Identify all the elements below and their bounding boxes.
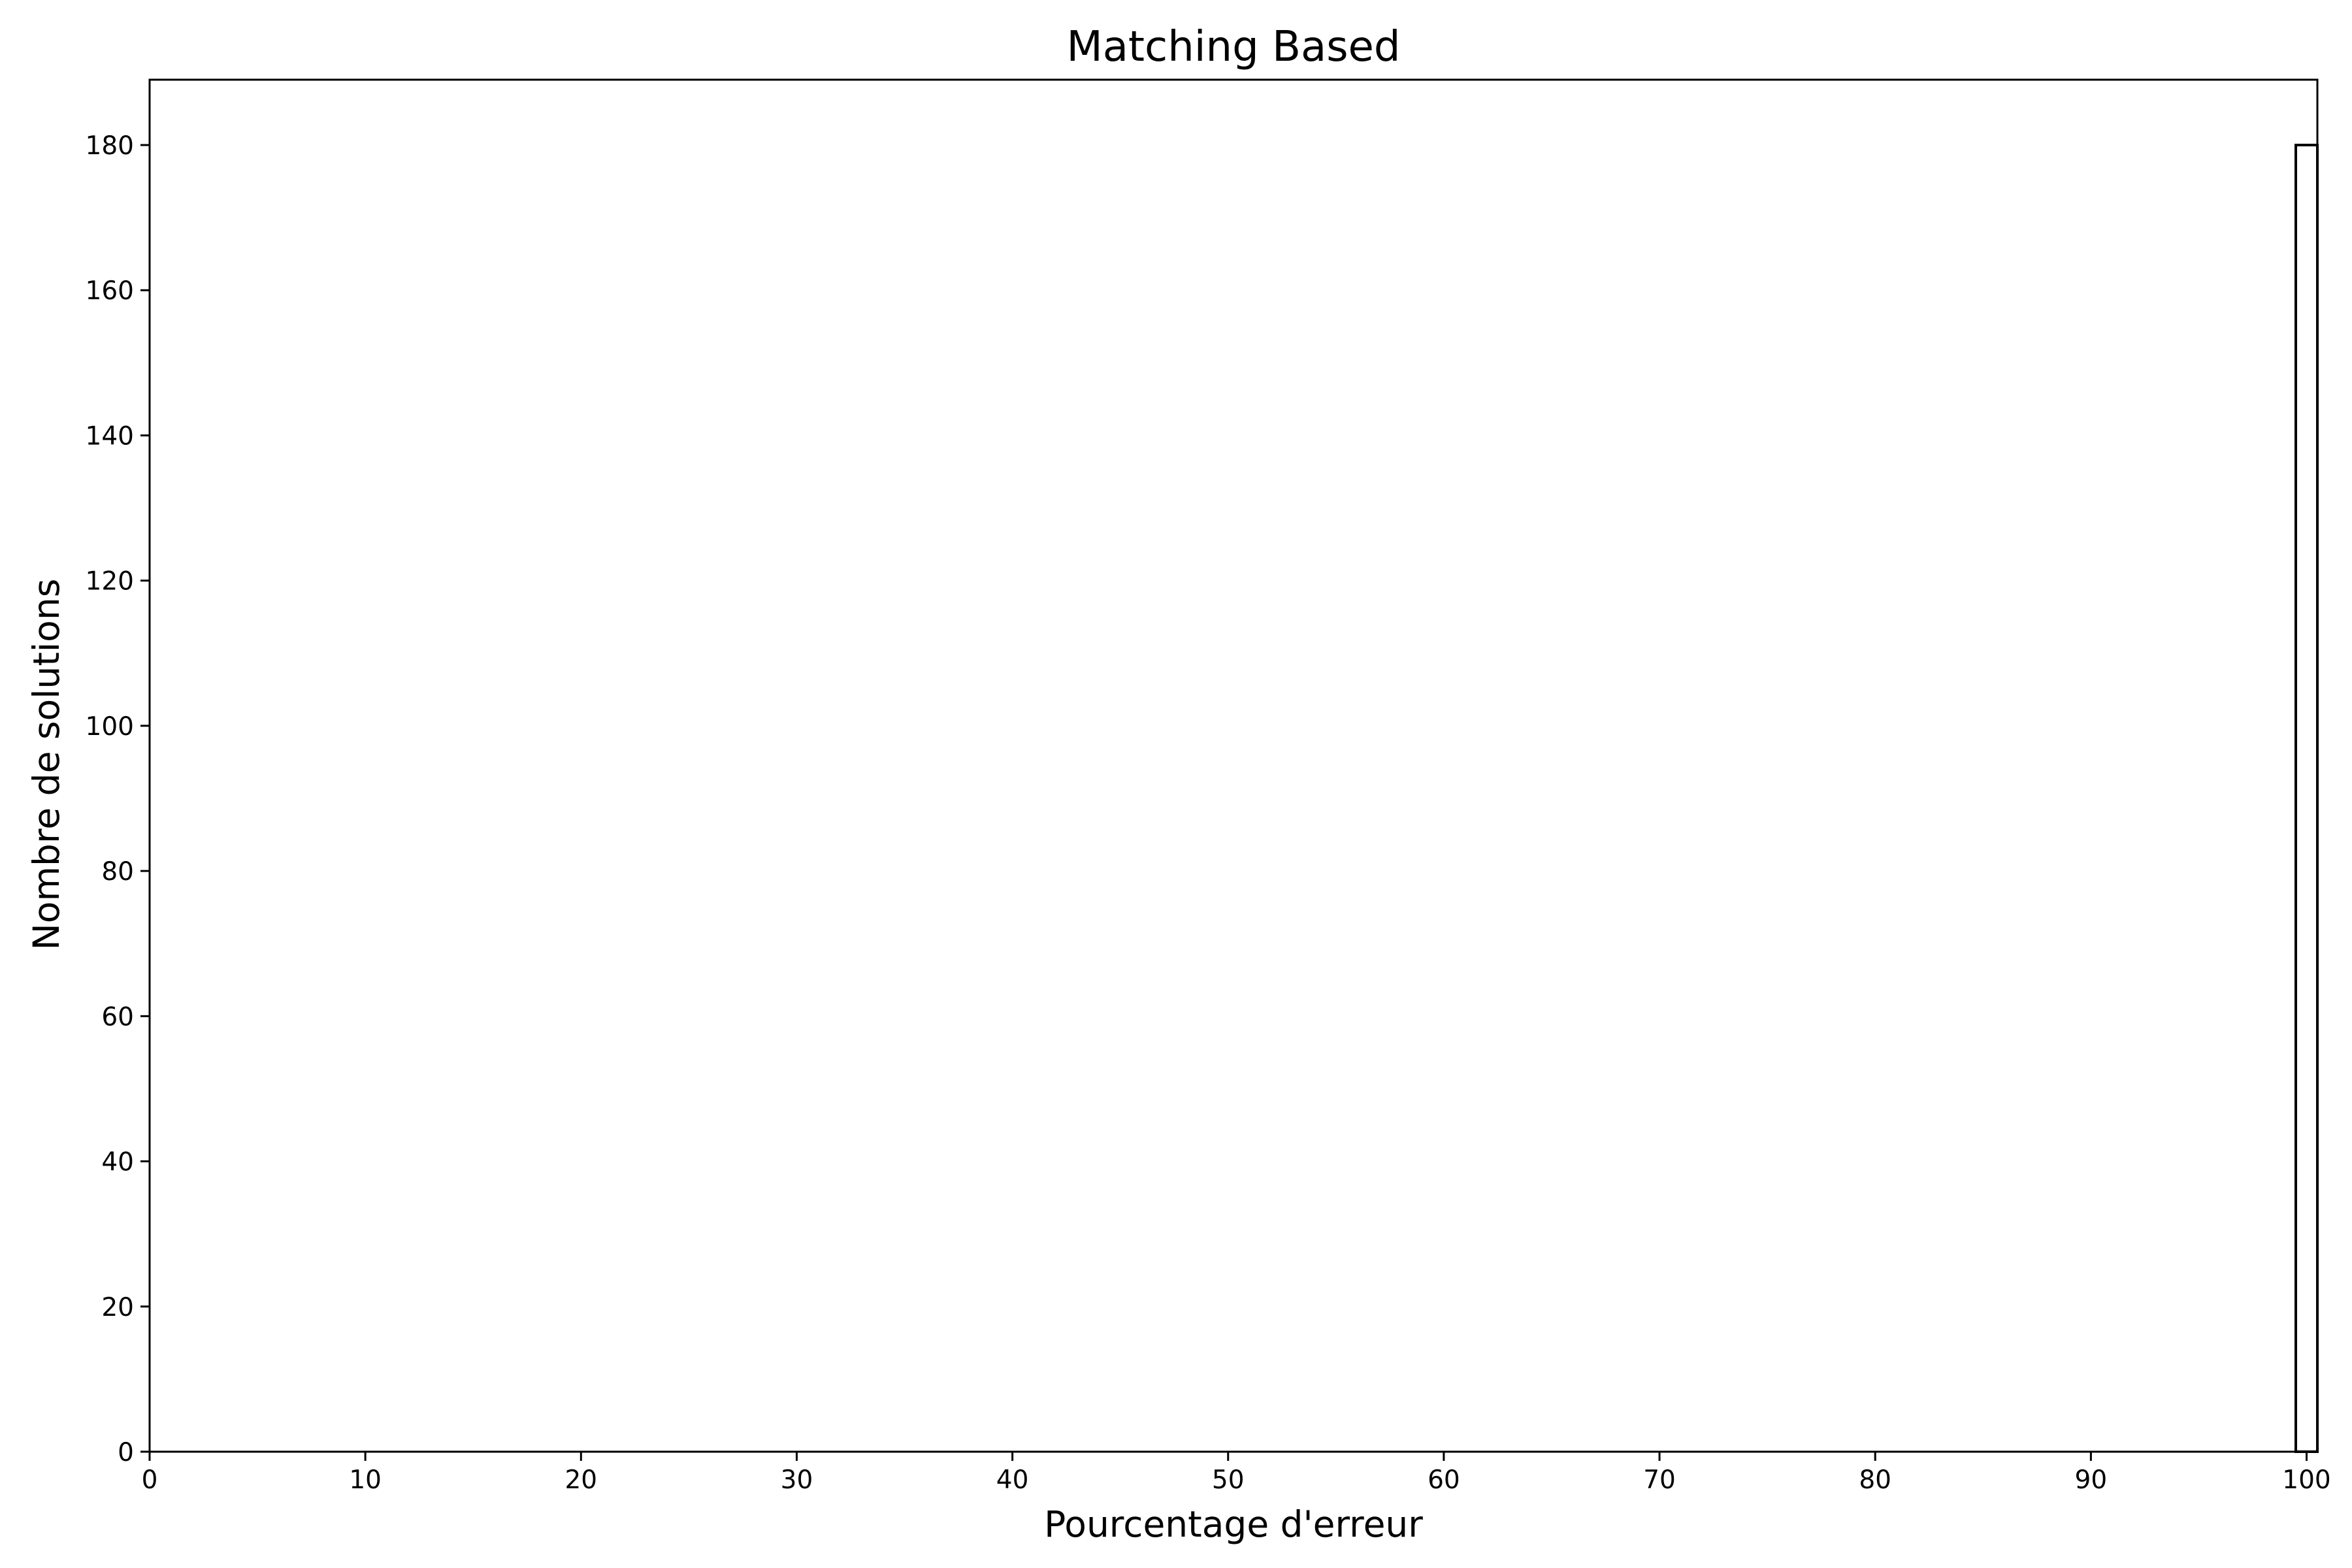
x-tick-label: 70 [1643, 1465, 1676, 1495]
y-axis: 0 20 40 60 80 100 120 140 160 180 [86, 131, 150, 1467]
y-tick-label: 40 [101, 1148, 134, 1177]
x-tick-label: 50 [1212, 1465, 1245, 1495]
x-tick-label: 60 [1428, 1465, 1460, 1495]
chart-title: Matching Based [1066, 23, 1400, 71]
x-axis-label: Pourcentage d'erreur [1044, 1503, 1423, 1545]
y-axis-label: Nombre de solutions [25, 579, 67, 951]
x-tick-label: 100 [2282, 1465, 2330, 1495]
y-tick-label: 160 [86, 276, 134, 306]
y-tick-label: 20 [101, 1293, 134, 1322]
y-tick-label: 140 [86, 421, 134, 451]
x-tick-label: 30 [781, 1465, 813, 1495]
y-tick-label: 60 [101, 1002, 134, 1032]
y-tick-label: 180 [86, 131, 134, 161]
x-tick-label: 0 [142, 1465, 158, 1495]
x-tick-label: 20 [564, 1465, 597, 1495]
x-axis: 0 10 20 30 40 50 60 70 80 90 100 [142, 1452, 2331, 1495]
x-tick-label: 40 [996, 1465, 1029, 1495]
bars-group [2294, 144, 2319, 1453]
histogram-bar [2294, 144, 2319, 1453]
y-tick-label: 0 [118, 1438, 134, 1467]
y-tick-label: 120 [86, 567, 134, 596]
x-tick-label: 80 [1859, 1465, 1891, 1495]
plot-frame [148, 78, 2319, 1453]
x-tick-label: 90 [2075, 1465, 2108, 1495]
y-tick-label: 100 [86, 712, 134, 742]
y-tick-label: 80 [101, 857, 134, 887]
x-tick-label: 10 [349, 1465, 382, 1495]
